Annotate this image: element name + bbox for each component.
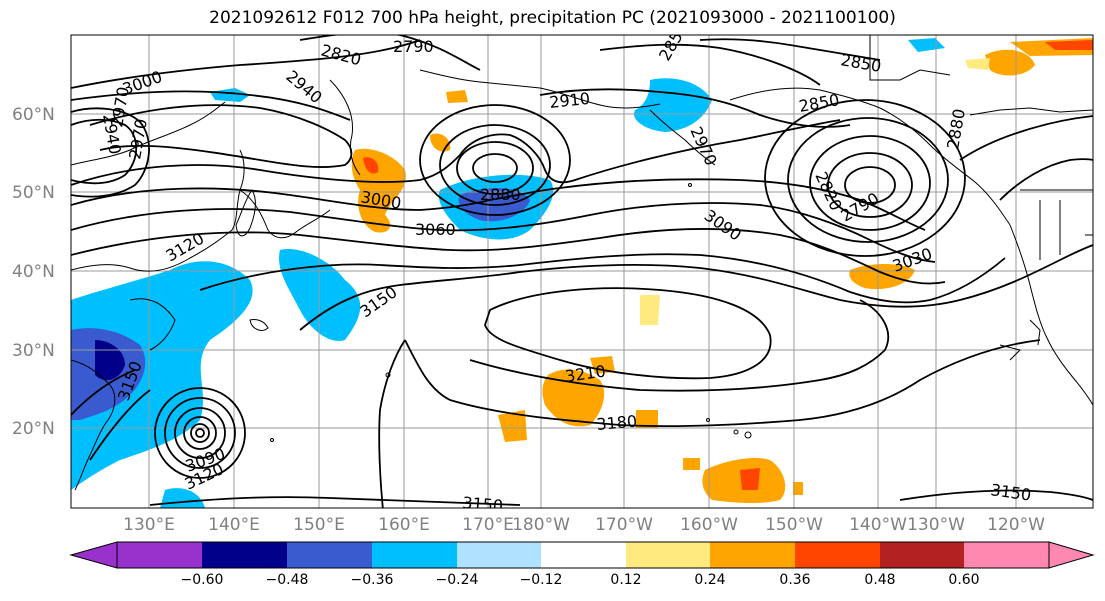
colorbar-segment <box>880 542 964 568</box>
lat-label: 30°N <box>12 341 55 361</box>
colorbar-tick-label: −0.12 <box>519 572 563 588</box>
colorbar-tick-label: −0.36 <box>350 572 394 588</box>
map-title: 2021092612 F012 700 hPa height, precipit… <box>209 8 896 28</box>
lon-label: 130°E <box>123 515 175 535</box>
contour-label: 2910 <box>548 89 590 112</box>
colorbar-segment <box>964 542 1049 568</box>
lon-label: 180°W <box>512 515 570 535</box>
colorbar-segment <box>457 542 541 568</box>
lon-label: 120°W <box>987 515 1045 535</box>
colorbar-segment <box>372 542 457 568</box>
lon-label: 130°W <box>907 515 965 535</box>
contour-label: 3180 <box>596 412 638 434</box>
colorbar <box>69 541 1095 569</box>
colorbar-max-triangle <box>1048 541 1095 569</box>
lat-label: 20°N <box>12 419 55 439</box>
colorbar-segment <box>626 542 710 568</box>
lon-label: 160°W <box>680 515 738 535</box>
contour-label: 3060 <box>415 220 456 239</box>
height-contours <box>71 35 1093 508</box>
lon-label: 140°E <box>208 515 260 535</box>
colorbar-segment <box>117 542 202 568</box>
colorbar-segment <box>710 542 795 568</box>
coastlines <box>71 35 1093 491</box>
colorbar-segment <box>202 542 287 568</box>
colorbar-segment <box>287 542 372 568</box>
colorbar-tick-label: −0.24 <box>435 572 479 588</box>
lon-label: 170°W <box>595 515 653 535</box>
colorbar-tick-label: 0.60 <box>948 572 980 588</box>
colorbar-tick-label: 0.36 <box>779 572 811 588</box>
colorbar-tick-label: −0.60 <box>180 572 224 588</box>
colorbar-tick-label: 0.12 <box>610 572 642 588</box>
colorbar-tick-label: −0.48 <box>265 572 309 588</box>
contour-label: 2790 <box>393 37 434 56</box>
lon-label: 150°E <box>293 515 345 535</box>
contour-label: 2880 <box>480 185 521 204</box>
lat-label: 50°N <box>12 183 55 203</box>
colorbar-tick-label: 0.48 <box>864 572 896 588</box>
contour-label: 3150 <box>462 493 504 515</box>
colorbar-min-triangle <box>69 541 118 569</box>
lon-label: 170°E <box>462 515 514 535</box>
lon-label: 140°W <box>849 515 907 535</box>
lat-label: 60°N <box>12 105 55 125</box>
lon-label: 160°E <box>378 515 430 535</box>
lon-label: 150°W <box>765 515 823 535</box>
map-frame <box>70 34 1094 509</box>
colorbar-tick-label: 0.24 <box>694 572 726 588</box>
lat-label: 40°N <box>12 262 55 282</box>
colorbar-segment <box>795 542 880 568</box>
colorbar-segment <box>541 542 626 568</box>
